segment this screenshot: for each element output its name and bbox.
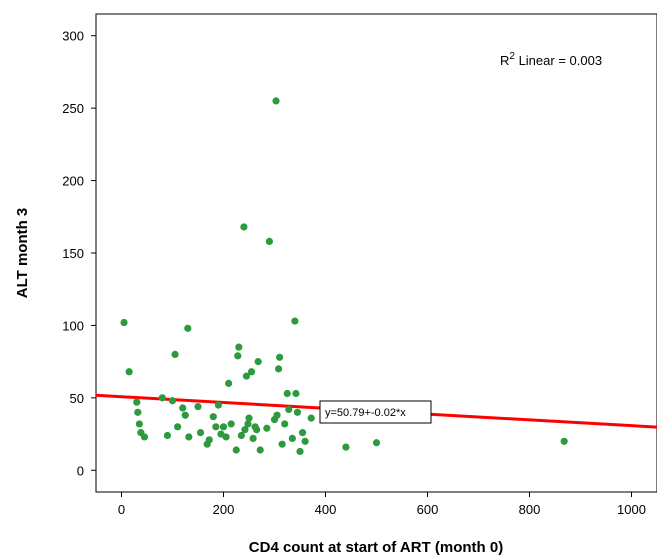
x-tick-label: 200 [213, 502, 235, 517]
data-point [205, 436, 213, 444]
data-point [135, 420, 143, 428]
x-tick-label: 800 [519, 502, 541, 517]
data-point [276, 353, 284, 361]
data-point [249, 434, 257, 443]
y-tick-label: 0 [77, 463, 84, 478]
data-point [342, 443, 350, 451]
y-tick-label: 100 [62, 318, 84, 333]
x-axis-title: CD4 count at start of ART (month 0) [249, 539, 503, 556]
data-point [234, 352, 242, 360]
data-points [120, 97, 568, 456]
y-axis: 0 50 100 150 200 250 300 [62, 29, 96, 478]
data-point [133, 398, 141, 406]
data-point [291, 317, 299, 325]
data-point [301, 437, 309, 445]
data-point [225, 379, 233, 387]
data-point [256, 446, 264, 454]
data-point [244, 420, 252, 428]
data-point [560, 437, 568, 445]
data-point [237, 431, 245, 440]
data-point [219, 423, 228, 431]
data-point [274, 365, 283, 373]
data-point [245, 414, 253, 422]
y-tick-label: 150 [62, 246, 84, 261]
y-tick-label: 300 [62, 29, 84, 44]
data-point [196, 429, 205, 437]
data-point [120, 318, 128, 327]
data-point [134, 408, 142, 416]
x-tick-label: 600 [417, 502, 439, 517]
data-point [293, 408, 302, 416]
data-point [212, 423, 220, 431]
data-point [227, 420, 235, 428]
data-point [163, 431, 171, 440]
data-point [273, 411, 281, 419]
data-point [307, 414, 315, 422]
x-tick-label: 400 [315, 502, 337, 517]
data-point [232, 446, 240, 454]
data-point [181, 411, 189, 419]
data-point [288, 434, 296, 443]
data-point [140, 433, 149, 441]
data-point [265, 237, 273, 246]
x-tick-label: 0 [118, 502, 125, 517]
y-tick-label: 50 [70, 391, 84, 406]
y-tick-label: 200 [62, 174, 84, 189]
data-point [283, 389, 291, 398]
fit-equation-label: y=50.79+-0.02*x [325, 407, 406, 419]
data-point [285, 405, 293, 414]
data-point [272, 97, 280, 105]
data-point [214, 401, 222, 409]
data-point [242, 372, 251, 380]
r2-annotation: R2 Linear = 0.003 [500, 51, 602, 68]
x-tick-label: 1000 [617, 502, 646, 517]
data-point [168, 397, 177, 405]
x-axis: 0 200 400 600 800 1000 [118, 492, 646, 517]
data-point [222, 433, 230, 441]
data-point [125, 368, 133, 376]
data-point [372, 439, 381, 447]
data-point [194, 402, 202, 411]
data-point [184, 324, 192, 332]
data-point [298, 429, 307, 437]
data-point [235, 343, 243, 351]
data-point [158, 394, 166, 402]
data-point [247, 368, 256, 376]
data-point [253, 426, 261, 434]
data-point [240, 223, 248, 231]
data-point [296, 447, 304, 456]
y-axis-title: ALT month 3 [14, 208, 31, 299]
data-point [278, 440, 286, 448]
fit-equation-box: y=50.79+-0.02*x [319, 400, 432, 424]
data-point [281, 420, 289, 428]
data-point [263, 424, 271, 432]
data-point [254, 358, 262, 366]
data-point [241, 426, 249, 434]
data-point [185, 433, 193, 441]
data-point [179, 404, 187, 412]
data-point [209, 413, 217, 421]
data-point [174, 423, 182, 431]
data-point [171, 350, 179, 358]
data-point [292, 389, 300, 398]
y-tick-label: 250 [62, 101, 84, 116]
